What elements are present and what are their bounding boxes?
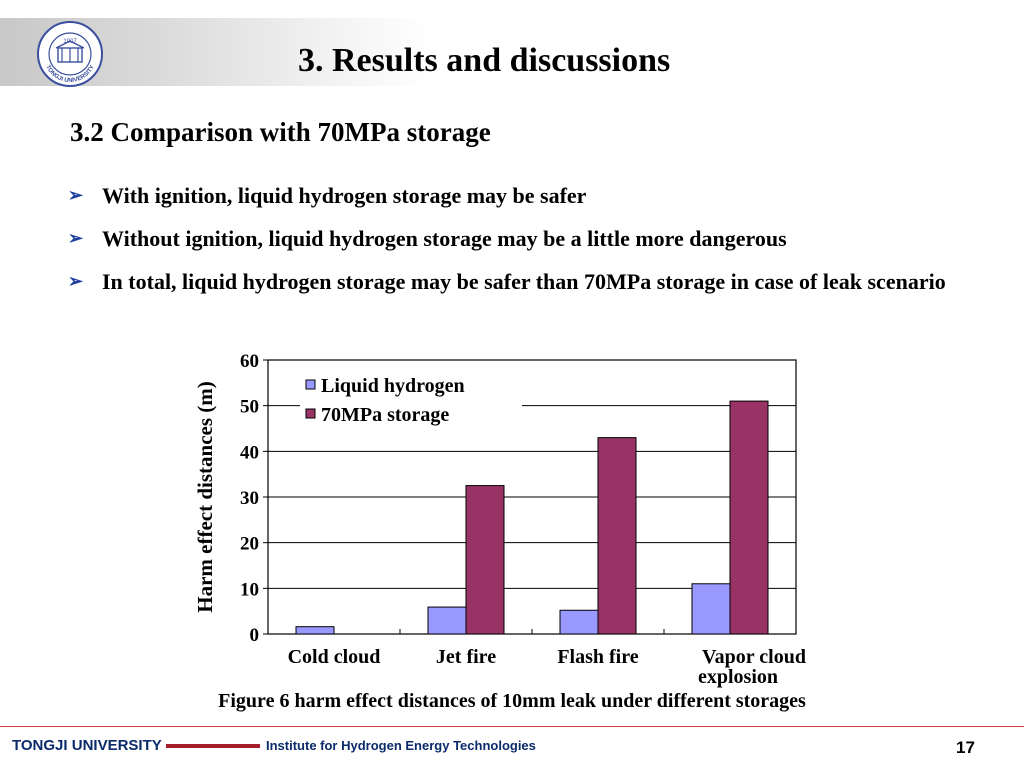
bar-liquid-hydrogen [691, 583, 731, 635]
x-tick-label: Jet fire [436, 646, 496, 668]
page-number: 17 [956, 738, 975, 757]
bar-liquid-hydrogen [295, 626, 335, 635]
bullet-list: ➢ With ignition, liquid hydrogen storage… [68, 174, 1008, 303]
arrow-bullet-icon: ➢ [68, 228, 84, 248]
bullet-text: In total, liquid hydrogen storage may be… [102, 269, 946, 294]
legend-label: Liquid hydrogen [321, 375, 465, 397]
legend-swatch [305, 379, 316, 390]
legend-label: 70MPa storage [321, 404, 449, 426]
bullet-item: ➢ Without ignition, liquid hydrogen stor… [68, 217, 1008, 260]
x-tick-label: Vapor cloud explosion [698, 646, 806, 688]
x-tick-label: Flash fire [557, 646, 638, 668]
bar-70mpa-storage [597, 437, 637, 635]
figure-caption: Figure 6 harm effect distances of 10mm l… [218, 690, 806, 712]
bar-liquid-hydrogen [427, 606, 467, 635]
y-tick-label: 50 [240, 397, 259, 418]
section-title: 3.2 Comparison with 70MPa storage [70, 117, 491, 147]
bullet-item: ➢ With ignition, liquid hydrogen storage… [68, 174, 1008, 217]
bullet-item: ➢ In total, liquid hydrogen storage may … [68, 260, 1008, 303]
y-tick-label: 40 [240, 442, 259, 463]
footer-university: TONGJI UNIVERSITY [12, 737, 162, 754]
legend-box [300, 372, 522, 432]
university-logo: TONGJI UNIVERSITY 1907 [37, 21, 103, 87]
y-tick-label: 20 [240, 534, 259, 555]
bullet-text: Without ignition, liquid hydrogen storag… [102, 226, 787, 251]
legend-swatch [305, 408, 316, 419]
bullet-text: With ignition, liquid hydrogen storage m… [102, 183, 587, 208]
footer-accent-bar [166, 744, 260, 748]
y-tick-label: 30 [240, 488, 259, 509]
logo-year: 1907 [63, 39, 77, 45]
y-tick-label: 0 [250, 625, 260, 646]
bar-70mpa-storage [465, 485, 505, 635]
slide-title: 3. Results and discussions [298, 42, 671, 79]
footer-divider [0, 726, 1024, 727]
y-tick-label: 10 [240, 579, 259, 600]
bar-70mpa-storage [729, 400, 769, 635]
arrow-bullet-icon: ➢ [68, 271, 84, 291]
y-axis-title: Harm effect distances (m) [193, 381, 217, 613]
x-tick-label: Cold cloud [288, 646, 381, 668]
arrow-bullet-icon: ➢ [68, 185, 84, 205]
footer-institute: Institute for Hydrogen Energy Technologi… [266, 738, 536, 753]
bar-liquid-hydrogen [559, 609, 599, 635]
y-tick-label: 60 [240, 351, 259, 372]
